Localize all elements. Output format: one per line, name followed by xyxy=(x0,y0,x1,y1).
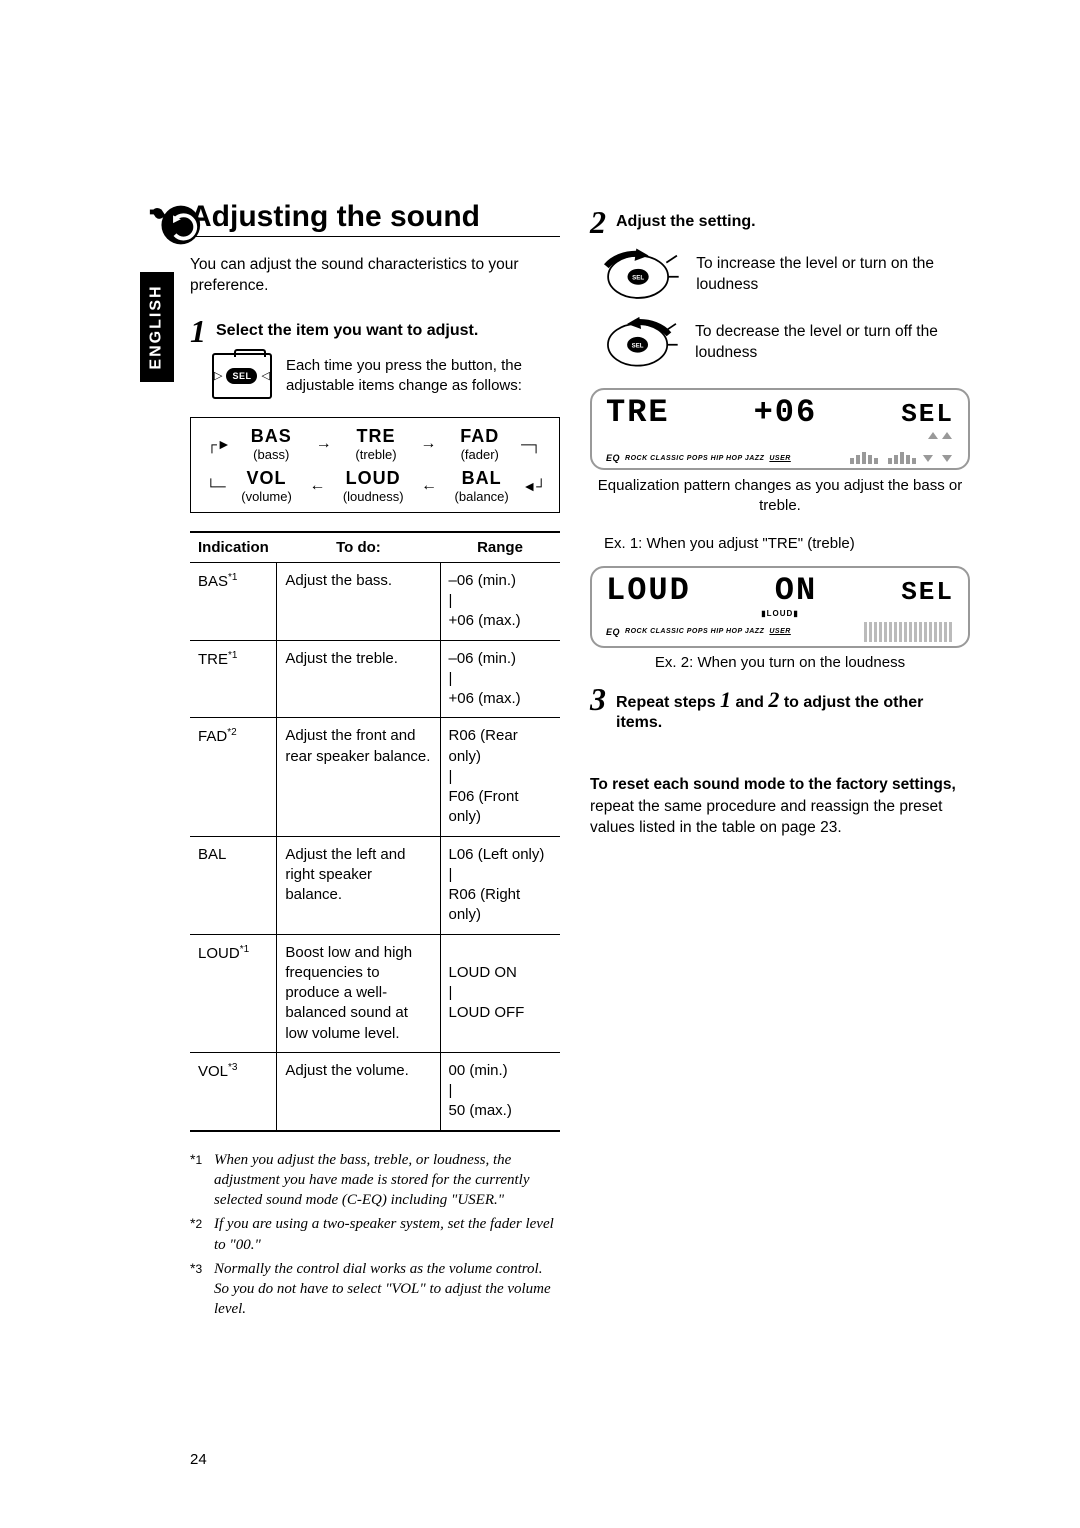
caption-1a: Equalization pattern changes as you adju… xyxy=(590,476,970,517)
manual-page: ENGLISH Adjusting the sound You can adju… xyxy=(0,0,1080,1528)
dial-increase-row: SEL To increase the level or turn on the… xyxy=(594,244,970,306)
disp2-mid: ON xyxy=(775,572,817,609)
sel-button-label: SEL xyxy=(226,368,257,384)
disp2-corner: SEL xyxy=(901,577,954,607)
settings-table: Indication To do: Range BAS*1Adjust the … xyxy=(190,531,560,1132)
table-row: BAS*1Adjust the bass.–06 (min.)|+06 (max… xyxy=(190,562,560,640)
th-todo: To do: xyxy=(277,532,440,563)
loud-tag: ▮LOUD▮ xyxy=(606,609,954,618)
caption-1b: Ex. 1: When you adjust "TRE" (treble) xyxy=(604,535,970,552)
dial-increase-text: To increase the level or turn on the lou… xyxy=(696,254,970,296)
dial-decrease-row: SEL To decrease the level or turn off th… xyxy=(594,312,970,374)
step-1-title: Select the item you want to adjust. xyxy=(216,315,478,342)
page-number: 24 xyxy=(190,1451,207,1468)
dial-decrease-text: To decrease the level or turn off the lo… xyxy=(695,322,970,364)
grid-bars-icon xyxy=(864,622,954,642)
disp2-left: LOUD xyxy=(606,572,691,609)
th-range: Range xyxy=(440,532,560,563)
step-1: 1 Select the item you want to adjust. xyxy=(190,315,560,347)
display-example-1: TRE +06 SEL EQ ROCK CLASSIC POPS HIP HOP… xyxy=(590,388,970,470)
table-row: VOL*3Adjust the volume.00 (min.)|50 (max… xyxy=(190,1052,560,1130)
footnote: *2If you are using a two-speaker system,… xyxy=(190,1214,560,1255)
left-column: Adjusting the sound You can adjust the s… xyxy=(190,200,560,1324)
svg-text:SEL: SEL xyxy=(632,274,644,281)
sel-button-graphic: ▷ SEL ◁ xyxy=(212,353,272,399)
sel-press-note: Each time you press the button, the adju… xyxy=(286,356,560,397)
flow-diagram: ┌► BAS(bass) → TRE(treble) → FAD(fader) … xyxy=(190,417,560,513)
svg-text:SEL: SEL xyxy=(632,342,644,349)
step-3: 3 Repeat steps 1 and 2 to adjust the oth… xyxy=(590,683,970,735)
table-row: LOUD*1Boost low and high frequencies to … xyxy=(190,934,560,1052)
disp1-right: +06 xyxy=(754,394,818,431)
language-tab-label: ENGLISH xyxy=(148,284,166,369)
hand-adjust-icon xyxy=(146,196,204,254)
language-tab: ENGLISH xyxy=(140,272,174,382)
step-1-number: 1 xyxy=(190,315,206,347)
step-2: 2 Adjust the setting. xyxy=(590,206,970,238)
step-3-number: 3 xyxy=(590,683,606,715)
page-heading: Adjusting the sound xyxy=(190,200,560,237)
eq-bars-icon xyxy=(850,452,916,464)
reset-paragraph: To reset each sound mode to the factory … xyxy=(590,774,970,839)
disp1-corner: SEL xyxy=(901,399,954,429)
table-row: BALAdjust the left and right speaker bal… xyxy=(190,836,560,934)
right-column: 2 Adjust the setting. SEL To increase t xyxy=(590,200,970,1324)
dial-cw-icon: SEL xyxy=(594,244,682,306)
th-indication: Indication xyxy=(190,532,277,563)
step-3-title: Repeat steps 1 and 2 to adjust the other… xyxy=(616,683,970,735)
intro-text: You can adjust the sound characteristics… xyxy=(190,255,560,297)
footnotes: *1When you adjust the bass, treble, or l… xyxy=(190,1150,560,1320)
footnote: *3Normally the control dial works as the… xyxy=(190,1259,560,1320)
display-example-2: LOUD ON SEL ▮LOUD▮ EQ ROCK CLASSIC POPS … xyxy=(590,566,970,648)
dial-ccw-icon: SEL xyxy=(594,312,681,374)
step-2-title: Adjust the setting. xyxy=(616,206,756,233)
table-row: TRE*1Adjust the treble.–06 (min.)|+06 (m… xyxy=(190,640,560,718)
sel-button-row: ▷ SEL ◁ Each time you press the button, … xyxy=(212,353,560,399)
step-2-number: 2 xyxy=(590,206,606,238)
table-row: FAD*2Adjust the front and rear speaker b… xyxy=(190,718,560,836)
disp1-left: TRE xyxy=(606,394,670,431)
caption-2: Ex. 2: When you turn on the loudness xyxy=(590,654,970,671)
footnote: *1When you adjust the bass, treble, or l… xyxy=(190,1150,560,1211)
